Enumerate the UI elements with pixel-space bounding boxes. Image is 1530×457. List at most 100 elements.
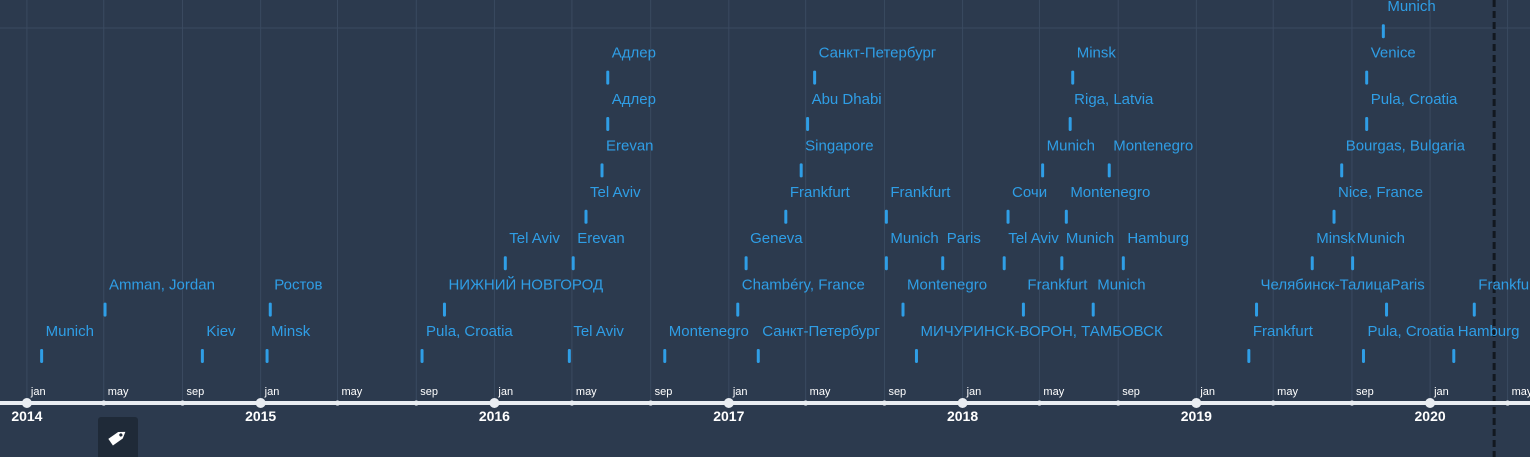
event-label: Санкт-Петербург [762,323,880,340]
event-label: Tel Aviv [573,323,624,340]
month-gridlines [0,0,1530,403]
year-tick [957,398,968,408]
event-label: Paris [1391,277,1425,294]
month-tick [1115,400,1121,406]
month-tick [1270,400,1276,406]
event-marker [503,256,507,271]
month-tick [179,400,186,406]
event-label: Munich [1047,137,1095,154]
month-tick [101,400,107,406]
month-tick-label: may [108,386,129,398]
year-tick-label: 2018 [947,408,978,424]
event-label: Geneva [750,230,803,247]
month-tick [1036,400,1043,406]
event-marker [40,349,44,363]
year-tick-label: 2020 [1415,408,1446,424]
event-marker [571,256,575,271]
event-label: Venice [1371,45,1416,62]
event-label: Ростов [274,277,322,294]
event-marker [584,209,588,224]
event-label: Montenegro [1070,184,1150,201]
year-tick [1425,398,1436,408]
event-label: Pula, Croatia [1367,323,1454,340]
event-marker [1107,163,1111,178]
event-label: Frankfurt [1253,323,1314,340]
event-label: Montenegro [907,277,987,294]
event-marker [1340,163,1344,178]
event-marker [567,349,571,363]
event-marker [268,302,272,317]
event-label: Tel Aviv [1008,230,1059,247]
event-marker [200,349,204,363]
event-marker [806,117,810,131]
month-tick-label: sep [420,386,438,398]
event-marker [1064,209,1068,224]
year-tick-label: 2015 [245,408,276,424]
event-marker [1385,302,1389,317]
month-tick-label: may [1277,386,1298,398]
event-label: Frankfurt [790,184,851,201]
event-marker [663,349,667,363]
event-marker [1452,349,1456,363]
year-tick [255,398,266,408]
event-marker [1310,256,1314,271]
month-tick [1349,400,1355,406]
event-marker [600,163,604,178]
year-tick [723,398,734,408]
event-marker [1361,349,1365,363]
event-marker [744,256,748,271]
month-tick-label: sep [187,386,205,398]
event-label: Amman, Jordan [109,277,215,294]
event-marker [1068,117,1072,131]
event-label: Erevan [577,230,625,247]
event-marker [1472,302,1476,317]
event-marker [901,302,905,317]
month-tick-label: jan [264,386,280,398]
month-tick [413,400,419,406]
event-marker [1365,117,1369,131]
event-label: Сочи [1012,184,1047,201]
event-label: Munich [1387,0,1435,15]
event-marker [813,70,817,85]
event-label: Hamburg [1127,230,1189,247]
year-tick-label: 2014 [11,408,42,424]
month-tick-label: sep [1356,386,1374,398]
event-marker [799,163,803,178]
event-marker [1381,24,1385,39]
event-label: Frankfurt [1478,277,1530,294]
event-label: Minsk [1316,230,1356,247]
event-marker [420,349,424,363]
event-marker [1247,349,1251,363]
event-label: Munich [46,323,94,340]
year-tick-label: 2016 [479,408,510,424]
event-marker [606,117,610,131]
event-label: Montenegro [1113,137,1193,154]
event-marker [941,256,945,271]
month-tick-label: jan [1433,386,1449,398]
event-marker [756,349,760,363]
event-label: Pula, Croatia [426,323,513,340]
event-label: Челябинск-Талица [1261,277,1392,294]
event-label: Munich [1066,230,1114,247]
tag-icon [108,431,126,446]
event-marker [1365,70,1369,85]
event-marker [103,302,107,317]
event-marker [442,302,446,317]
month-tick-label: jan [1199,386,1215,398]
month-tick [881,400,888,406]
event-label: Nice, France [1338,184,1423,201]
tag-button[interactable] [98,417,138,457]
event-marker [1021,302,1025,317]
event-marker [884,209,888,224]
event-marker [1041,163,1045,178]
month-tick-label: may [1043,386,1064,398]
event-label: Munich [1097,277,1145,294]
event-marker [1255,302,1259,317]
event-label: Montenegro [669,323,749,340]
event-marker [265,349,269,363]
year-tick [1191,398,1202,408]
axis-line [0,401,1530,405]
event-label: Chambéry, France [742,277,865,294]
month-tick [334,400,341,406]
